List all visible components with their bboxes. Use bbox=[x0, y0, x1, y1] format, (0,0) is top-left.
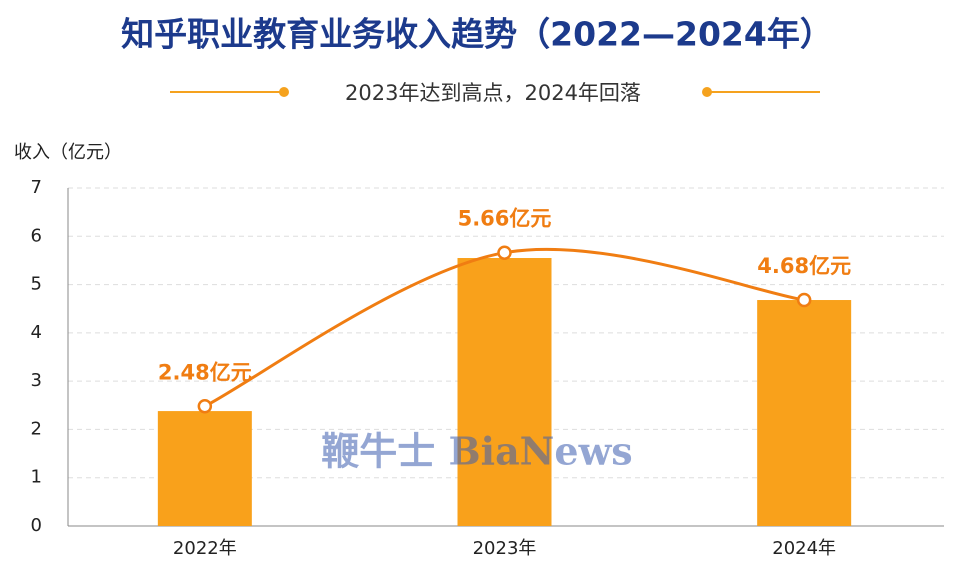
data-label: 2.48亿元 bbox=[158, 360, 252, 384]
y-tick-label: 6 bbox=[31, 225, 42, 246]
y-tick-label: 4 bbox=[31, 322, 42, 343]
subtitle: 2023年达到高点，2024年回落 bbox=[345, 81, 641, 105]
line-point bbox=[497, 245, 512, 260]
y-axis-label: 收入（亿元） bbox=[14, 142, 122, 163]
decor-dot bbox=[702, 87, 712, 97]
x-tick-label: 2024年 bbox=[772, 538, 836, 559]
y-tick-label: 0 bbox=[31, 515, 42, 536]
y-tick-label: 7 bbox=[31, 177, 42, 198]
y-tick-label: 3 bbox=[31, 370, 42, 391]
x-tick-label: 2023年 bbox=[473, 538, 537, 559]
bar bbox=[157, 411, 252, 526]
line-point bbox=[796, 292, 812, 308]
line-point bbox=[197, 399, 213, 414]
y-tick-label: 2 bbox=[31, 418, 42, 439]
y-tick-label: 5 bbox=[31, 274, 42, 295]
watermark: 鞭牛士 BiaNews bbox=[321, 429, 632, 474]
bar bbox=[757, 300, 852, 526]
data-label: 5.66亿元 bbox=[458, 207, 552, 231]
x-tick-label: 2022年 bbox=[173, 538, 237, 559]
data-label: 4.68亿元 bbox=[757, 254, 851, 278]
decor-dot bbox=[279, 87, 289, 97]
chart-title: 知乎职业教育业务收入趋势（2022—2024年） bbox=[121, 15, 833, 54]
y-tick-label: 1 bbox=[31, 467, 42, 488]
bar bbox=[457, 258, 552, 526]
